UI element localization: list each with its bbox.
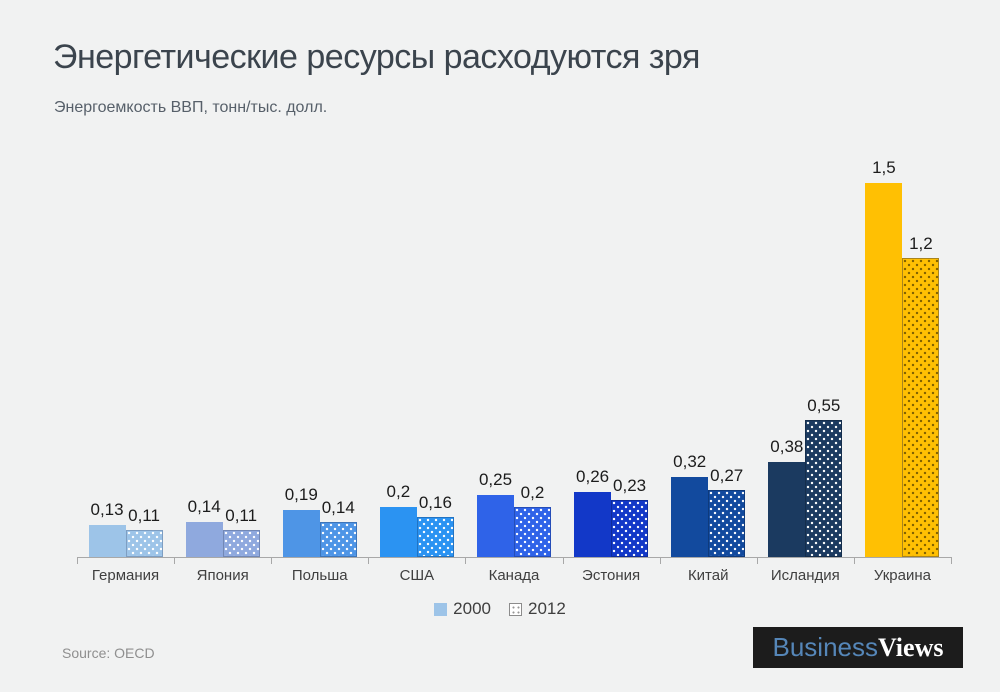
value-label-2000-Германия: 0,13 xyxy=(90,500,124,519)
value-label-2000-Исландия: 0,38 xyxy=(770,437,804,456)
category-group-9: 1,5 1,2 xyxy=(854,158,951,557)
bar-2012-США: 0,16 xyxy=(416,493,454,557)
x-axis-line xyxy=(77,557,952,564)
category-group-4: 0,2 0,16 xyxy=(368,482,465,557)
category-group-3: 0,19 0,14 xyxy=(271,485,368,557)
x-axis-label-Эстония: Эстония xyxy=(582,567,641,584)
x-axis-label-Китай: Китай xyxy=(687,567,729,584)
x-axis-label-Исландия: Исландия xyxy=(770,567,840,584)
bar-2000-США: 0,2 xyxy=(379,482,417,557)
x-axis-labels: Германия Япония Польша США Канада Эстония Кита… xyxy=(77,567,951,584)
plot-area: 0,13 0,11 0,14 0,11 0,19 0,14 0,2 0,16 0,25 0,2 0,… xyxy=(77,150,951,557)
legend-item-2000: 2000 xyxy=(434,599,491,619)
value-label-2000-Япония: 0,14 xyxy=(187,497,221,516)
x-axis-label-Германия: Германия xyxy=(91,567,160,584)
x-axis-label-Канада: Канада xyxy=(488,567,540,584)
bar-2012-Канада: 0,2 xyxy=(513,483,551,557)
value-label-2012-Канада: 0,2 xyxy=(520,483,545,502)
bar-2000-Канада: 0,25 xyxy=(476,470,514,557)
value-label-2000-Эстония: 0,26 xyxy=(576,467,610,486)
x-axis-label-Украина: Украина xyxy=(873,567,931,584)
axis-tick xyxy=(853,557,855,564)
x-axis-label-Япония: Япония xyxy=(196,567,249,584)
value-label-2012-Эстония: 0,23 xyxy=(613,476,647,495)
axis-tick xyxy=(77,557,78,564)
value-label-2000-США: 0,2 xyxy=(386,482,411,501)
bar-2000-Эстония: 0,26 xyxy=(574,467,612,557)
legend-item-2012: 2012 xyxy=(509,599,566,619)
value-label-2000-Польша: 0,19 xyxy=(284,485,318,504)
bar-2000-Германия: 0,13 xyxy=(88,500,126,557)
axis-tick xyxy=(951,557,952,564)
value-label-2012-Китай: 0,27 xyxy=(710,466,744,485)
chart-subtitle: Энергоемкость ВВП, тонн/тыс. долл. xyxy=(54,99,328,116)
category-group-5: 0,25 0,2 xyxy=(465,470,562,557)
axis-tick xyxy=(368,557,370,564)
value-label-2000-Канада: 0,25 xyxy=(478,470,513,489)
value-label-2012-Исландия: 0,55 xyxy=(807,396,841,415)
bar-2000-Польша: 0,19 xyxy=(282,485,320,557)
value-label-2012-США: 0,16 xyxy=(418,493,452,512)
logo-text-business: Business xyxy=(772,632,879,662)
bar-2012-Польша: 0,14 xyxy=(319,498,357,557)
legend: 2000 2012 xyxy=(0,599,1000,619)
chart-title: Энергетические ресурсы расходуются зря xyxy=(53,38,700,76)
category-group-6: 0,26 0,23 xyxy=(563,467,660,557)
x-axis-label-США: США xyxy=(399,567,435,584)
bar-chart: 0,13 0,11 0,14 0,11 0,19 0,14 0,2 0,16 0,25 0,2 0,… xyxy=(77,150,952,584)
value-label-2012-Украина: 1,2 xyxy=(909,234,933,253)
axis-tick xyxy=(756,557,758,564)
bar-2012-Германия: 0,11 xyxy=(125,506,163,557)
category-group-7: 0,32 0,27 xyxy=(660,452,757,557)
source-note: Source: OECD xyxy=(62,645,155,661)
bar-2000-Украина: 1,5 xyxy=(865,158,903,557)
bar-2012-Украина: 1,2 xyxy=(902,234,940,557)
bar-2000-Китай: 0,32 xyxy=(671,452,709,557)
value-label-2000-Китай: 0,32 xyxy=(673,452,707,471)
legend-swatch-2012 xyxy=(509,602,522,616)
legend-label-2000: 2000 xyxy=(453,599,491,618)
value-label-2000-Украина: 1,5 xyxy=(872,158,896,177)
value-label-2012-Польша: 0,14 xyxy=(321,498,355,517)
category-group-8: 0,38 0,55 xyxy=(757,396,854,557)
axis-tick xyxy=(562,557,564,564)
value-label-2012-Германия: 0,11 xyxy=(128,506,160,525)
logo-text-views: Views xyxy=(878,632,944,662)
legend-label-2012: 2012 xyxy=(528,599,566,618)
bar-2000-Исландия: 0,38 xyxy=(768,437,806,557)
x-axis-label-Польша: Польша xyxy=(291,567,348,584)
businessviews-logo: Business Views xyxy=(753,627,963,668)
bar-2012-Исландия: 0,55 xyxy=(805,396,843,557)
axis-tick xyxy=(465,557,467,564)
value-label-2012-Япония: 0,11 xyxy=(225,506,258,525)
category-group-1: 0,13 0,11 xyxy=(77,500,174,557)
legend-swatch-2000 xyxy=(434,602,448,616)
bar-2012-Китай: 0,27 xyxy=(708,466,746,557)
bar-2012-Япония: 0,11 xyxy=(222,506,260,557)
category-group-2: 0,14 0,11 xyxy=(174,497,271,557)
axis-tick xyxy=(174,557,176,564)
bar-2012-Эстония: 0,23 xyxy=(611,476,649,557)
axis-tick xyxy=(659,557,661,564)
axis-tick xyxy=(271,557,273,564)
bar-2000-Япония: 0,14 xyxy=(185,497,223,557)
